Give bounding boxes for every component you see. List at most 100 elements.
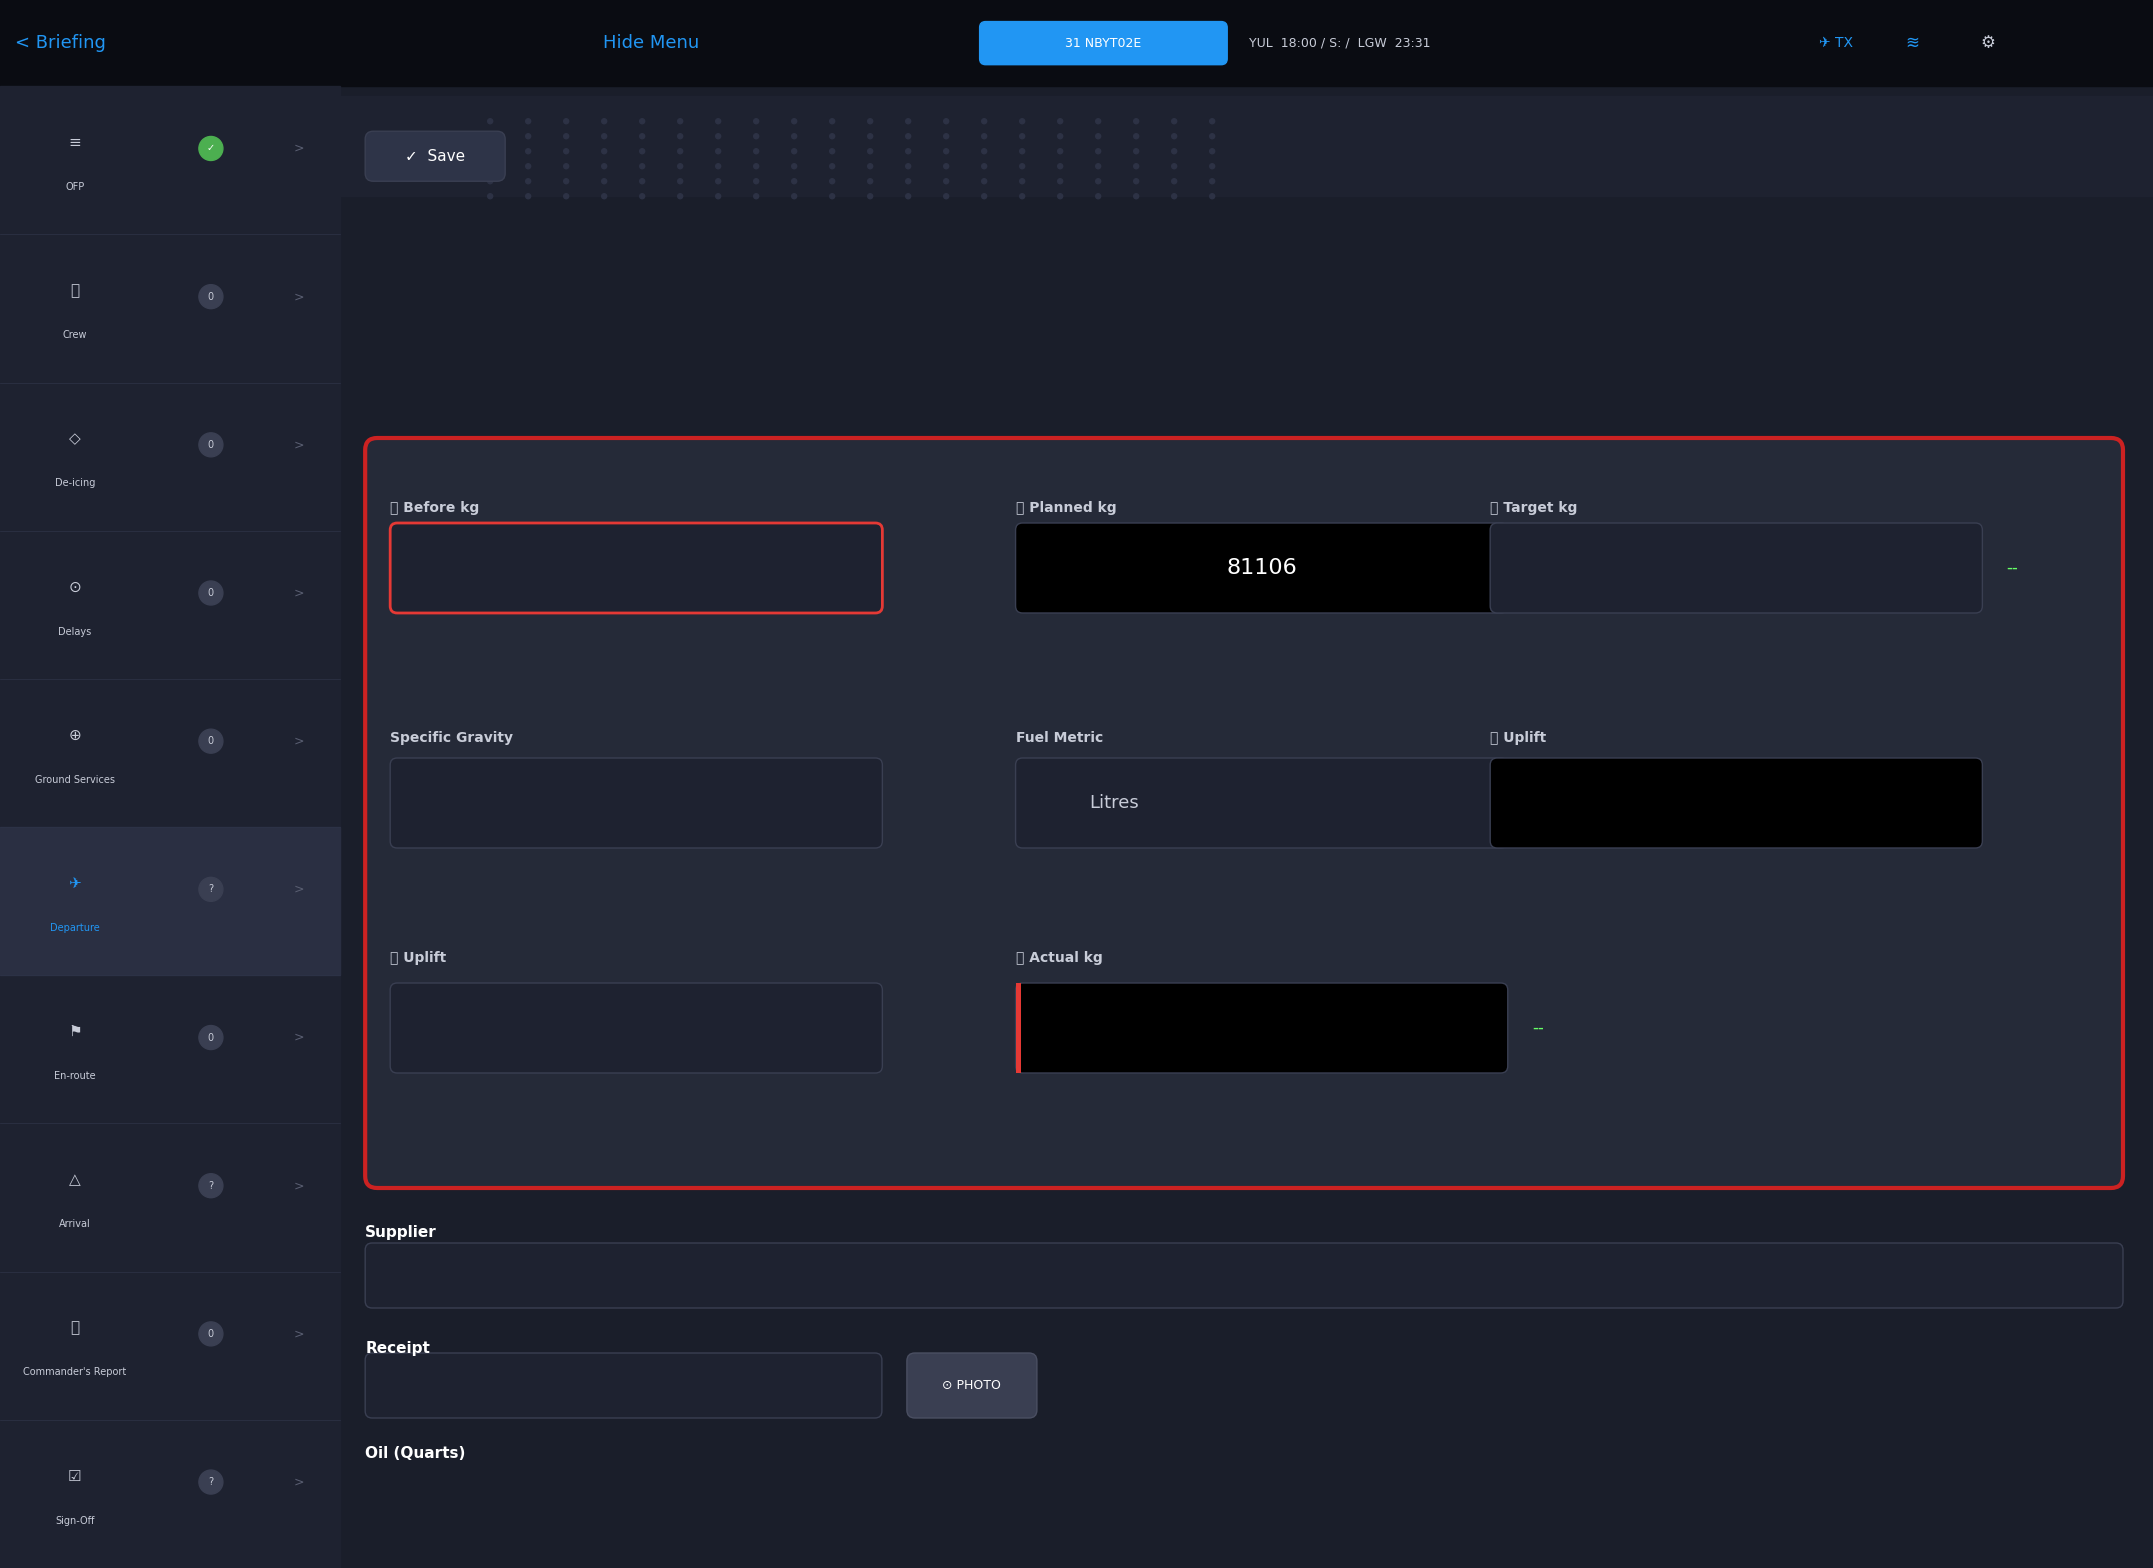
Circle shape — [1021, 149, 1025, 154]
FancyBboxPatch shape — [390, 983, 883, 1073]
Circle shape — [982, 163, 986, 169]
Text: < Briefing: < Briefing — [15, 34, 105, 52]
Circle shape — [754, 149, 758, 154]
Circle shape — [906, 179, 911, 183]
Circle shape — [564, 119, 568, 124]
Circle shape — [639, 194, 644, 199]
Text: 0: 0 — [209, 292, 213, 301]
Circle shape — [198, 1025, 224, 1049]
Text: 81106: 81106 — [1227, 558, 1296, 579]
Circle shape — [601, 163, 607, 169]
Circle shape — [829, 179, 835, 183]
Text: >: > — [295, 1032, 304, 1044]
Text: 0: 0 — [209, 588, 213, 597]
Text: ✓  Save: ✓ Save — [405, 149, 465, 163]
Circle shape — [678, 119, 683, 124]
Circle shape — [906, 163, 911, 169]
Circle shape — [792, 163, 797, 169]
Circle shape — [1021, 133, 1025, 138]
Text: >: > — [295, 1475, 304, 1488]
Text: ⚙: ⚙ — [1981, 34, 1996, 52]
Text: ◇: ◇ — [69, 431, 80, 447]
Circle shape — [489, 119, 493, 124]
Circle shape — [198, 136, 224, 160]
Circle shape — [829, 133, 835, 138]
Text: Specific Gravity: Specific Gravity — [390, 731, 512, 745]
Circle shape — [792, 119, 797, 124]
Bar — [340, 96, 2153, 196]
Circle shape — [198, 1322, 224, 1345]
Text: >: > — [295, 586, 304, 599]
Circle shape — [982, 179, 986, 183]
Text: ⛽ Before kg: ⛽ Before kg — [390, 502, 480, 514]
Circle shape — [868, 163, 872, 169]
Circle shape — [198, 285, 224, 309]
Text: Arrival: Arrival — [58, 1220, 90, 1229]
Circle shape — [829, 119, 835, 124]
Circle shape — [792, 194, 797, 199]
Text: Hide Menu: Hide Menu — [603, 34, 700, 52]
Circle shape — [198, 582, 224, 605]
Text: ⊙ PHOTO: ⊙ PHOTO — [943, 1378, 1001, 1392]
Text: 0: 0 — [209, 1033, 213, 1043]
Circle shape — [792, 149, 797, 154]
Text: 0: 0 — [209, 737, 213, 746]
Circle shape — [1057, 179, 1064, 183]
Circle shape — [943, 194, 949, 199]
Text: Oil (Quarts): Oil (Quarts) — [366, 1446, 465, 1460]
Circle shape — [906, 133, 911, 138]
Circle shape — [754, 133, 758, 138]
Circle shape — [564, 149, 568, 154]
Circle shape — [906, 119, 911, 124]
Text: 0: 0 — [209, 441, 213, 450]
Circle shape — [564, 163, 568, 169]
Circle shape — [1135, 163, 1139, 169]
Text: Receipt: Receipt — [366, 1341, 431, 1355]
FancyBboxPatch shape — [390, 757, 883, 848]
Circle shape — [982, 133, 986, 138]
Circle shape — [829, 149, 835, 154]
Circle shape — [715, 133, 721, 138]
Circle shape — [715, 119, 721, 124]
Text: >: > — [295, 290, 304, 303]
FancyBboxPatch shape — [980, 22, 1227, 64]
FancyBboxPatch shape — [390, 524, 883, 613]
Circle shape — [601, 149, 607, 154]
Circle shape — [1171, 149, 1178, 154]
Text: >: > — [295, 439, 304, 452]
Text: ⛽ Actual kg: ⛽ Actual kg — [1016, 952, 1102, 964]
Circle shape — [489, 149, 493, 154]
Circle shape — [601, 119, 607, 124]
Text: ?: ? — [209, 1181, 213, 1190]
Circle shape — [1135, 179, 1139, 183]
Bar — [0, 86, 340, 1568]
Circle shape — [525, 133, 530, 138]
Text: Fuel Metric: Fuel Metric — [1016, 731, 1102, 745]
Circle shape — [1210, 179, 1214, 183]
Circle shape — [943, 179, 949, 183]
Bar — [0, 0, 2153, 86]
Circle shape — [1021, 163, 1025, 169]
Circle shape — [754, 194, 758, 199]
Circle shape — [198, 1471, 224, 1494]
Circle shape — [982, 149, 986, 154]
Circle shape — [1171, 163, 1178, 169]
Circle shape — [754, 163, 758, 169]
Circle shape — [1210, 119, 1214, 124]
Circle shape — [564, 194, 568, 199]
Text: Sign-Off: Sign-Off — [56, 1516, 95, 1526]
Circle shape — [198, 433, 224, 456]
Text: >: > — [295, 1328, 304, 1341]
Circle shape — [1171, 179, 1178, 183]
Circle shape — [1135, 133, 1139, 138]
Text: ≡: ≡ — [69, 135, 82, 151]
Text: En-route: En-route — [54, 1071, 95, 1080]
Circle shape — [715, 149, 721, 154]
Bar — [0, 828, 340, 975]
Circle shape — [1021, 179, 1025, 183]
Text: 👥: 👥 — [71, 1320, 80, 1336]
Circle shape — [678, 149, 683, 154]
FancyBboxPatch shape — [1490, 524, 1983, 613]
Circle shape — [564, 179, 568, 183]
Text: ≋: ≋ — [1905, 34, 1918, 52]
